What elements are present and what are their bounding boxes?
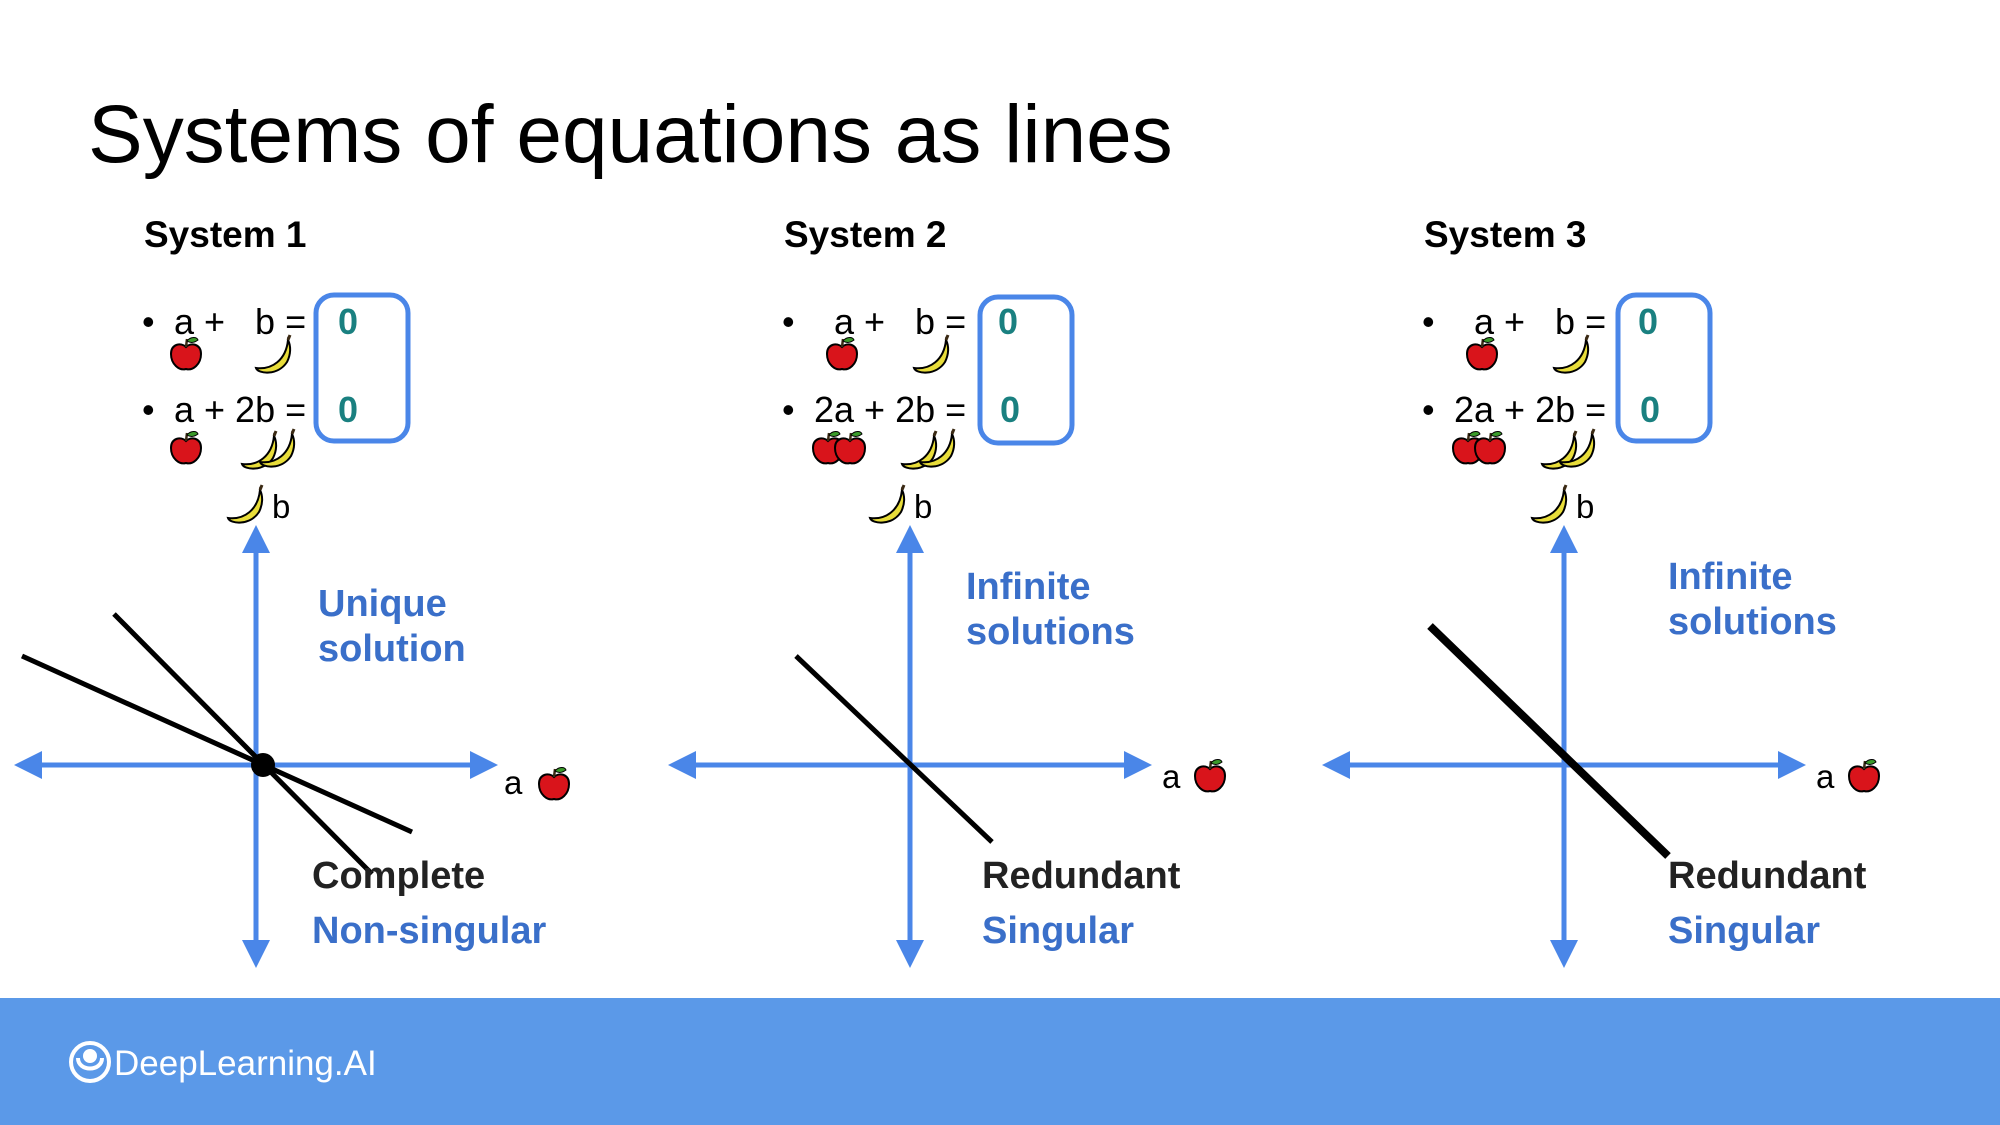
system-heading: System 1 bbox=[144, 214, 307, 255]
y-axis-label: b bbox=[1576, 488, 1594, 525]
x-axis-label: a bbox=[504, 764, 523, 801]
red-apple-icon bbox=[1193, 758, 1227, 793]
solution-label: Infinite bbox=[1668, 556, 1793, 598]
equation-2-rhs: 0 bbox=[1000, 389, 1020, 430]
brand-name: DeepLearning.AI bbox=[114, 1044, 377, 1083]
equation-1-rhs: 0 bbox=[998, 301, 1018, 342]
solution-label: solution bbox=[318, 628, 466, 670]
x-axis-label: a bbox=[1816, 758, 1835, 795]
bullet: • bbox=[782, 389, 795, 430]
solution-label: Unique bbox=[318, 583, 447, 625]
singularity-label: Singular bbox=[982, 910, 1134, 952]
rhs-highlight-box bbox=[313, 292, 411, 444]
bullet: • bbox=[782, 301, 795, 342]
coordinate-axes bbox=[1322, 525, 1806, 968]
red-apple-icon bbox=[825, 336, 859, 371]
bullet: • bbox=[1422, 301, 1435, 342]
rhs-highlight-box bbox=[1615, 292, 1713, 444]
banana-icon bbox=[902, 429, 954, 469]
system-1: System 1 • a + b = 0 • a + 2b = 0 b a Un… bbox=[14, 214, 571, 968]
bullet: • bbox=[1422, 389, 1435, 430]
overlapping-lines bbox=[1427, 623, 1671, 859]
y-axis-label: b bbox=[272, 488, 290, 525]
equation-1-lhs: a + b = bbox=[174, 301, 306, 342]
rhs-highlight-box bbox=[977, 294, 1075, 446]
solution-point bbox=[251, 753, 275, 777]
red-apple-icon bbox=[1847, 758, 1881, 793]
line-equation-2 bbox=[20, 653, 414, 835]
singularity-label: Singular bbox=[1668, 910, 1820, 952]
red-apple-icon bbox=[1453, 432, 1505, 464]
red-apple-icon bbox=[169, 430, 203, 465]
equation-1-lhs: a + b = bbox=[834, 301, 966, 342]
equation-1-lhs: a + b = bbox=[1474, 301, 1606, 342]
banana-icon bbox=[868, 483, 906, 525]
banana-icon bbox=[242, 429, 294, 469]
red-apple-icon bbox=[169, 336, 203, 371]
red-apple-icon bbox=[537, 766, 571, 801]
bullet: • bbox=[142, 389, 155, 430]
equation-2-rhs: 0 bbox=[338, 389, 358, 430]
equation-1-rhs: 0 bbox=[338, 301, 358, 342]
system-type-label: Redundant bbox=[1668, 855, 1867, 897]
bullet: • bbox=[142, 301, 155, 342]
equation-2-lhs: 2a + 2b = bbox=[814, 389, 966, 430]
banana-icon bbox=[1542, 429, 1594, 469]
red-apple-icon bbox=[1465, 336, 1499, 371]
system-2: System 2 • a + b = 0 • 2a + 2b = 0 b a I… bbox=[668, 214, 1227, 968]
system-type-label: Complete bbox=[312, 855, 485, 897]
solution-label: Infinite bbox=[966, 566, 1091, 608]
equation-2-lhs: a + 2b = bbox=[174, 389, 306, 430]
red-apple-icon bbox=[813, 432, 865, 464]
y-axis-label: b bbox=[914, 488, 932, 525]
banana-icon bbox=[226, 483, 264, 525]
x-axis-label: a bbox=[1162, 758, 1181, 795]
solution-label: solutions bbox=[966, 611, 1135, 653]
slide-title: Systems of equations as lines bbox=[88, 89, 1173, 180]
equation-2-rhs: 0 bbox=[1640, 389, 1660, 430]
singularity-label: Non-singular bbox=[312, 910, 547, 952]
line-equation-1 bbox=[112, 612, 374, 876]
banana-icon bbox=[1530, 483, 1568, 525]
system-3: System 3 • a + b = 0 • 2a + 2b = 0 b a I… bbox=[1322, 214, 1881, 968]
overlapping-lines bbox=[794, 654, 994, 844]
system-heading: System 2 bbox=[784, 214, 947, 255]
system-heading: System 3 bbox=[1424, 214, 1587, 255]
solution-label: solutions bbox=[1668, 601, 1837, 643]
deeplearning-logo-icon bbox=[69, 1041, 111, 1083]
equation-2-lhs: 2a + 2b = bbox=[1454, 389, 1606, 430]
equation-1-rhs: 0 bbox=[1638, 301, 1658, 342]
footer-bar bbox=[0, 998, 2000, 1125]
system-type-label: Redundant bbox=[982, 855, 1181, 897]
